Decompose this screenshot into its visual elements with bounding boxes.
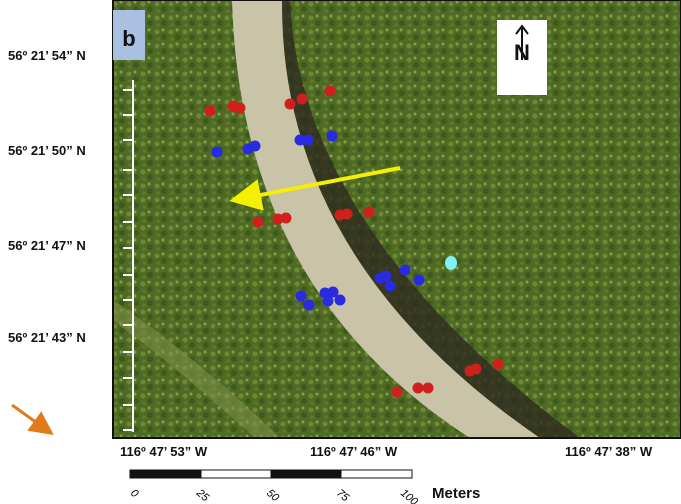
north-label: N [514, 40, 530, 65]
page: b N 56º 21’ 54” N 56º 21’ 50” N 56º 21’ … [0, 0, 681, 504]
sample-point [325, 86, 336, 97]
sample-point [413, 383, 424, 394]
sample-point [250, 141, 261, 152]
sample-point [493, 359, 504, 370]
longitude-label: 116º 47’ 38” W [565, 444, 653, 459]
sample-point [323, 296, 334, 307]
aerial-image [113, 0, 681, 438]
scale-label: 100 [398, 487, 420, 504]
sample-point [297, 94, 308, 105]
sample-point [445, 256, 457, 270]
sample-point [205, 106, 216, 117]
scale-label: 50 [264, 487, 282, 504]
sample-point [304, 300, 315, 311]
scale-label: 25 [193, 486, 212, 504]
sample-point [281, 213, 292, 224]
sample-point [385, 281, 396, 292]
map-figure: b N 56º 21’ 54” N 56º 21’ 50” N 56º 21’ … [0, 0, 681, 504]
sample-point [381, 271, 392, 282]
longitude-label: 116º 47’ 53” W [120, 444, 208, 459]
panel-label: b [122, 26, 135, 51]
sample-point [285, 99, 296, 110]
sample-point [392, 387, 403, 398]
sample-point [235, 103, 246, 114]
sample-point [342, 209, 353, 220]
sample-point [364, 207, 375, 218]
sample-point [296, 291, 307, 302]
scale-bar [130, 470, 412, 478]
sample-point [253, 217, 264, 228]
latitude-label: 56º 21’ 43” N [8, 330, 86, 345]
sample-point [327, 131, 338, 142]
latitude-label: 56º 21’ 47” N [8, 238, 86, 253]
sample-point [303, 135, 314, 146]
sample-point [335, 295, 346, 306]
sample-point [471, 364, 482, 375]
pointer-arrow [12, 405, 44, 428]
sample-point [423, 383, 434, 394]
scale-unit: Meters [432, 485, 480, 502]
sample-point [212, 147, 223, 158]
longitude-label: 116º 47’ 46” W [310, 444, 398, 459]
latitude-label: 56º 21’ 54” N [8, 48, 86, 63]
sample-point [414, 275, 425, 286]
scale-label: 75 [334, 487, 352, 504]
latitude-label: 56º 21’ 50” N [8, 143, 86, 158]
scale-label: 0 [128, 487, 141, 501]
sample-point [400, 265, 411, 276]
